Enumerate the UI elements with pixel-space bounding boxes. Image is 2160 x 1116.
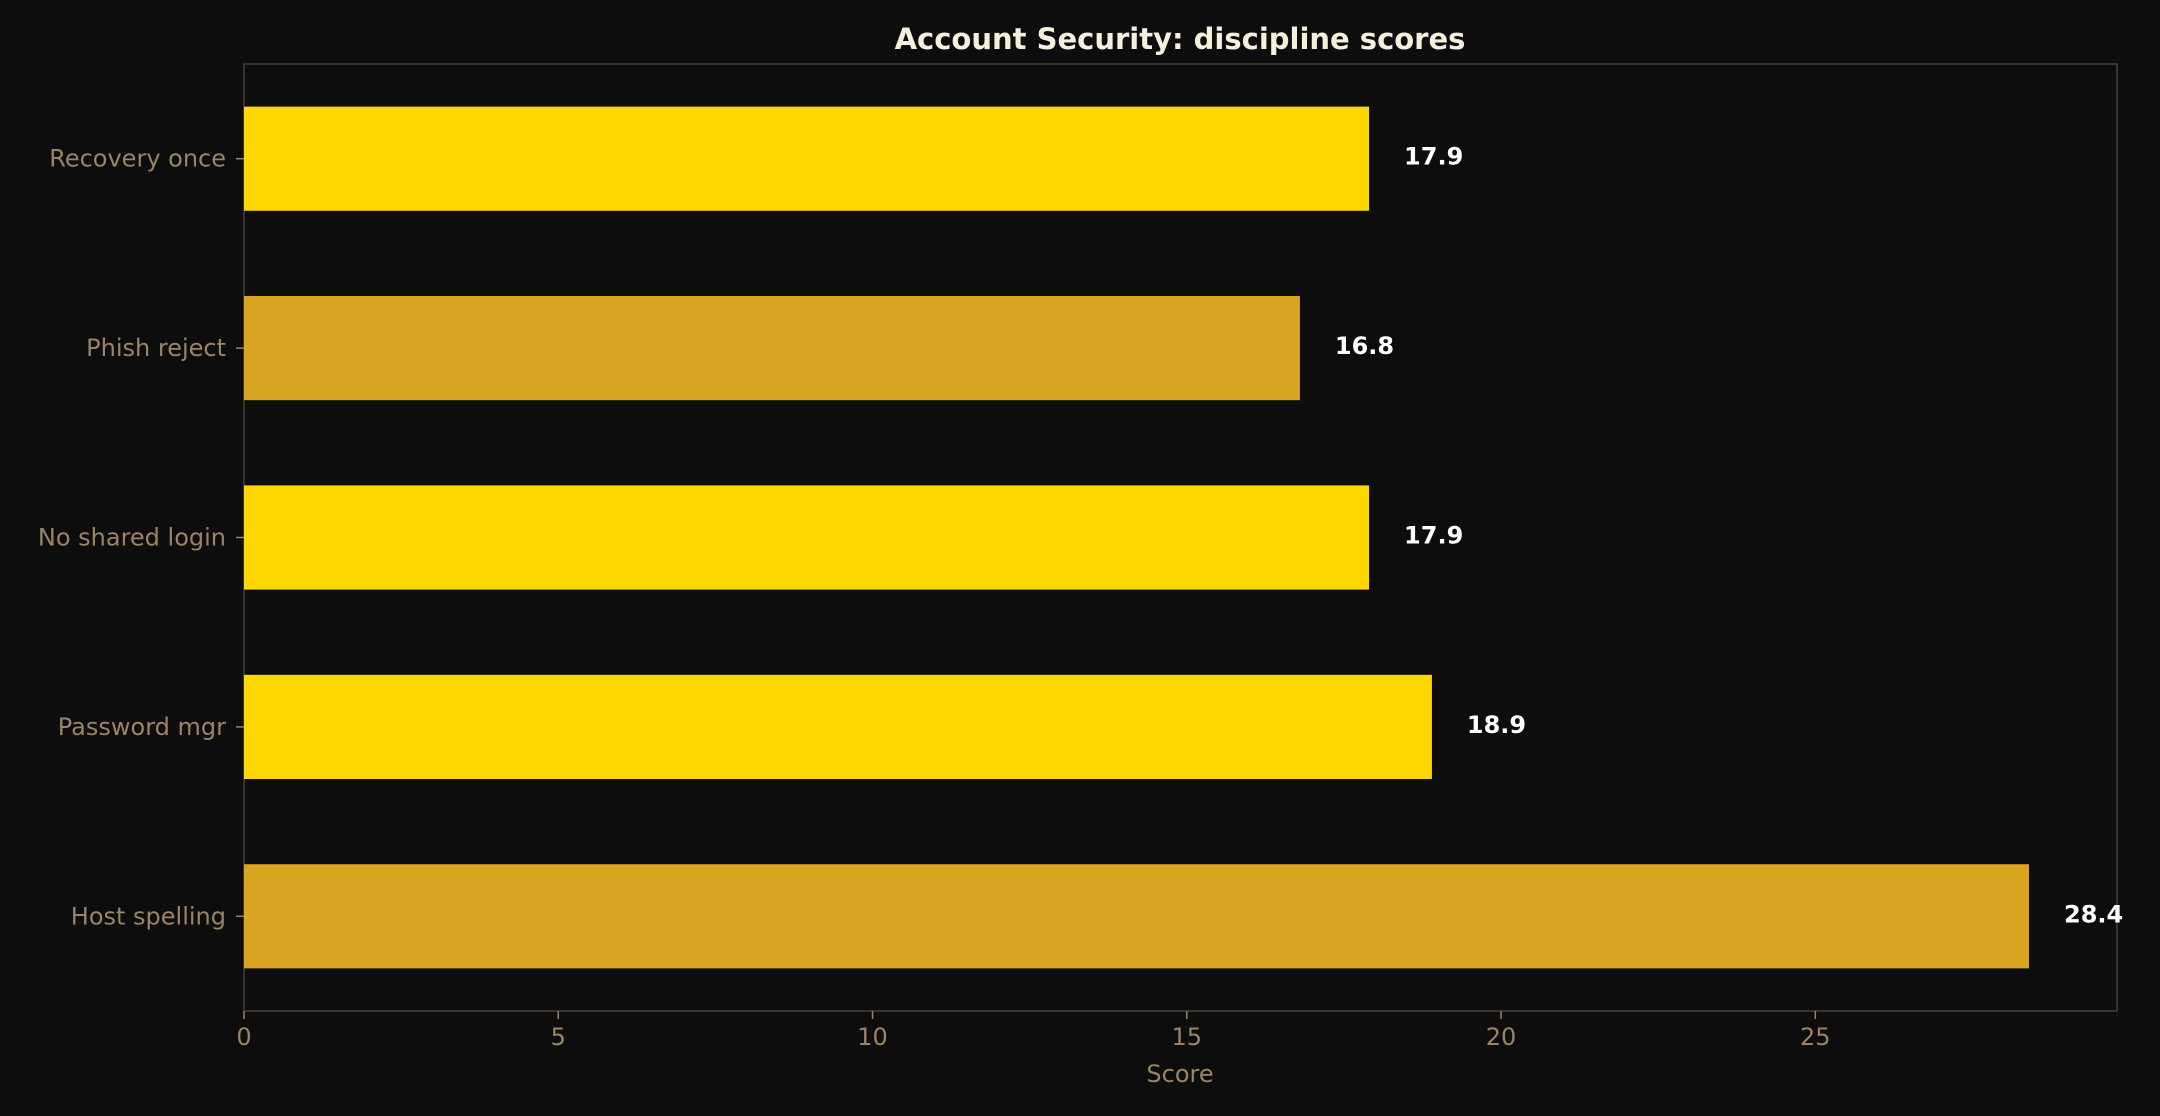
x-tick-label: 0	[236, 1023, 251, 1051]
y-tick-label: Phish reject	[86, 334, 226, 362]
x-axis-label: Score	[1146, 1060, 1213, 1088]
bar-recovery-once	[244, 106, 1370, 211]
x-tick-label: 10	[857, 1023, 888, 1051]
x-tick-label: 15	[1172, 1023, 1203, 1051]
bar-phish-reject	[244, 296, 1300, 401]
bars-layer	[244, 106, 2030, 969]
bar-no-shared-login	[244, 485, 1370, 590]
value-label: 18.9	[1467, 711, 1526, 739]
value-label: 17.9	[1404, 522, 1463, 550]
x-tick-label: 5	[551, 1023, 566, 1051]
value-label: 17.9	[1404, 143, 1463, 171]
x-axis: 0 5 10 15 20 25	[236, 1011, 1831, 1051]
y-tick-label: Recovery once	[49, 145, 226, 173]
x-tick-label: 25	[1800, 1023, 1831, 1051]
x-tick-label: 20	[1486, 1023, 1517, 1051]
y-axis: Host spelling Password mgr No shared login…	[38, 145, 244, 930]
y-tick-label: Host spelling	[71, 902, 226, 930]
y-tick-label: Password mgr	[58, 713, 226, 741]
bar-host-spelling	[244, 864, 2030, 969]
y-tick-label: No shared login	[38, 524, 226, 552]
value-label: 16.8	[1335, 332, 1394, 360]
value-labels: 28.4 18.9 17.9 16.8 17.9	[1335, 143, 2123, 929]
bar-password-mgr	[244, 674, 1432, 779]
value-label: 28.4	[2064, 900, 2123, 928]
chart-title: Account Security: discipline scores	[895, 22, 1466, 56]
